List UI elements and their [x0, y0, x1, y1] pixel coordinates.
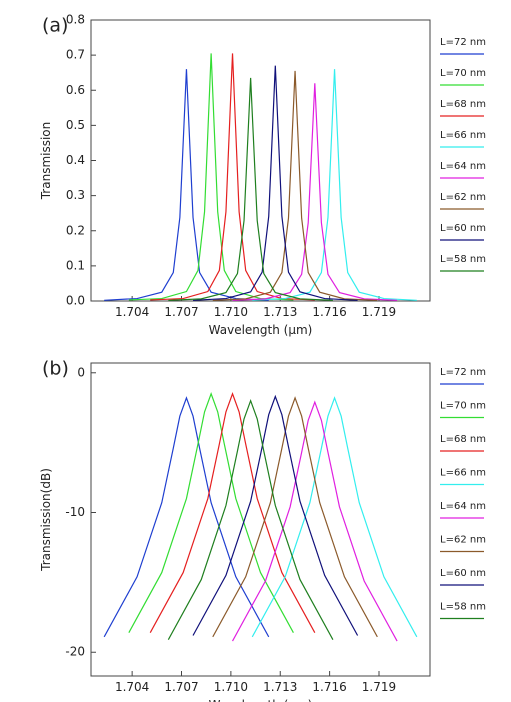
x-tick-label: 1.713: [263, 305, 297, 319]
y-tick-label: 0.2: [66, 223, 85, 237]
legend-label: L=58 nm: [440, 602, 486, 613]
series-line: [128, 391, 294, 633]
x-axis-label: Wavelength (μm): [209, 698, 313, 702]
y-tick-label: 0: [77, 365, 85, 379]
series-line: [251, 396, 418, 638]
y-tick-label: 0.6: [66, 83, 85, 97]
legend-label: L=62 nm: [440, 535, 486, 546]
y-tick-label: -10: [65, 505, 85, 519]
y-tick-label: 0.4: [66, 153, 85, 167]
y-tick-label: 0.5: [66, 118, 85, 132]
legend-label: L=70 nm: [440, 68, 486, 79]
series-line: [212, 70, 378, 301]
x-tick-label: 1.707: [164, 305, 198, 319]
series-line: [167, 398, 334, 640]
x-tick-label: 1.713: [263, 680, 297, 694]
x-tick-label: 1.719: [362, 680, 396, 694]
legend-label: L=66 nm: [440, 130, 486, 141]
y-axis-label: Transmission(dB): [39, 468, 53, 572]
legend-label: L=60 nm: [440, 223, 486, 234]
series-line: [149, 391, 316, 633]
panel-label: (a): [42, 15, 68, 37]
legend-label: L=72 nm: [440, 367, 486, 378]
legend-label: L=72 nm: [440, 37, 486, 48]
y-tick-label: 0.7: [66, 48, 85, 62]
panel-label: (b): [42, 358, 69, 380]
plot-frame: [90, 362, 431, 677]
legend-label: L=64 nm: [440, 161, 486, 172]
series-line: [232, 83, 398, 301]
legend-label: L=70 nm: [440, 401, 486, 412]
x-tick-label: 1.716: [312, 680, 346, 694]
y-tick-label: -20: [65, 645, 85, 659]
plot-frame: [90, 19, 431, 302]
x-tick-label: 1.710: [214, 305, 248, 319]
legend-label: L=60 nm: [440, 568, 486, 579]
series-line: [212, 396, 378, 638]
series-line: [128, 53, 294, 301]
plot-area: [103, 391, 418, 642]
series-line: [104, 69, 269, 301]
series-line: [192, 65, 358, 301]
legend-label: L=62 nm: [440, 192, 486, 203]
y-tick-label: 0.8: [66, 13, 85, 27]
series-line: [192, 394, 359, 636]
series-line: [231, 400, 398, 642]
plot-area: [104, 53, 417, 301]
x-axis-label: Wavelength (μm): [209, 323, 313, 337]
y-axis-label: Transmission: [39, 122, 53, 201]
series-line: [168, 77, 333, 301]
legend-label: L=64 nm: [440, 501, 486, 512]
series-line: [252, 69, 417, 301]
x-tick-label: 1.704: [115, 680, 149, 694]
series-line: [103, 396, 270, 638]
x-tick-label: 1.716: [312, 305, 346, 319]
legend-label: L=58 nm: [440, 254, 486, 265]
x-tick-label: 1.704: [115, 305, 149, 319]
y-tick-label: 0.3: [66, 188, 85, 202]
legend-label: L=68 nm: [440, 434, 486, 445]
x-tick-label: 1.719: [362, 305, 396, 319]
x-tick-label: 1.710: [214, 680, 248, 694]
legend-label: L=66 nm: [440, 468, 486, 479]
legend-label: L=68 nm: [440, 99, 486, 110]
y-tick-label: 0.1: [66, 258, 85, 272]
x-tick-label: 1.707: [164, 680, 198, 694]
y-tick-label: 0.0: [66, 294, 85, 308]
